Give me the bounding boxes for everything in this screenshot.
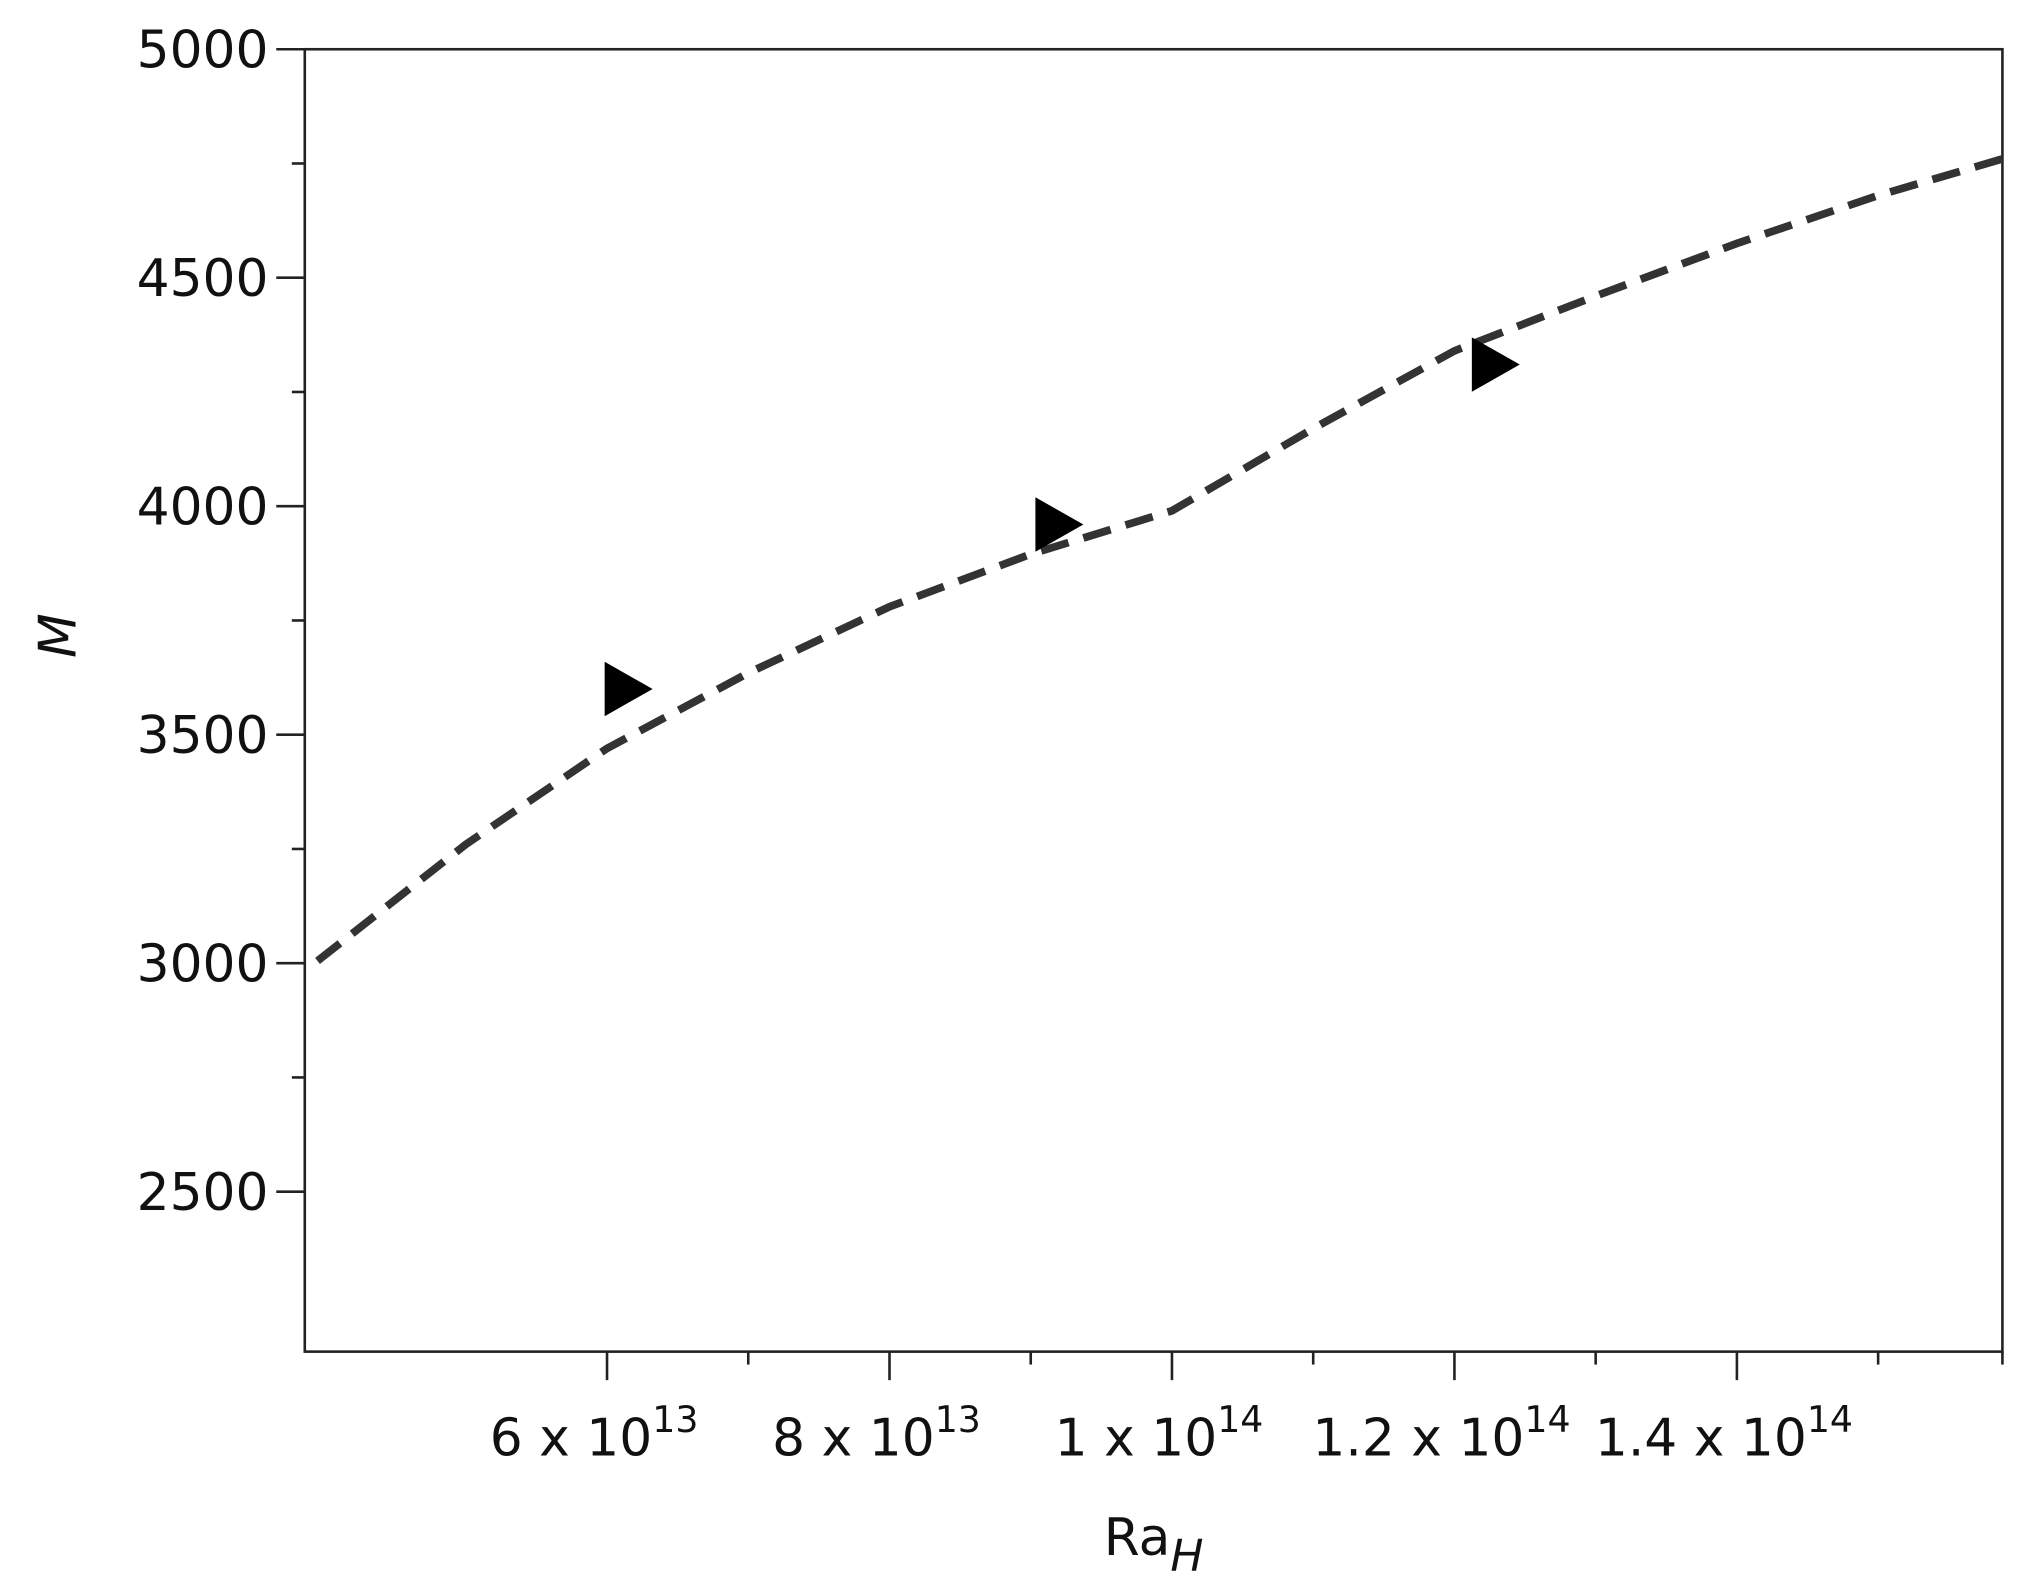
x-tick-label-base: 1.2 x 10 xyxy=(1312,1408,1524,1468)
x-tick-label-base: 6 x 10 xyxy=(490,1408,653,1468)
y-tick-label: 5000 xyxy=(137,20,269,80)
x-tick-label-base: 1 x 10 xyxy=(1055,1408,1218,1468)
x-tick-label: 1 x 1014 xyxy=(1055,1398,1264,1468)
x-axis-label-base: Ra xyxy=(1104,1508,1171,1568)
y-tick-label: 4000 xyxy=(137,477,269,537)
x-tick-label: 8 x 1013 xyxy=(772,1398,981,1468)
x-tick-label-base: 1.4 x 10 xyxy=(1595,1408,1807,1468)
x-tick-label-exp: 14 xyxy=(1217,1398,1263,1441)
x-tick-label: 1.4 x 1014 xyxy=(1595,1398,1853,1468)
x-tick-label-exp: 14 xyxy=(1807,1398,1853,1441)
x-axis-label: RaH xyxy=(1104,1508,1204,1581)
data-point xyxy=(1035,497,1084,552)
plot-frame xyxy=(303,47,2004,1353)
y-tick-label: 3500 xyxy=(137,706,269,766)
x-tick-label-exp: 14 xyxy=(1524,1398,1570,1441)
y-axis-label: M xyxy=(28,613,88,658)
data-point xyxy=(1471,337,1520,392)
fit-line xyxy=(315,155,2004,964)
x-tick-label-exp: 13 xyxy=(652,1398,698,1441)
x-axis-label-sub: H xyxy=(1170,1531,1203,1581)
x-tick-label-exp: 13 xyxy=(935,1398,981,1441)
x-tick-label: 1.2 x 1014 xyxy=(1312,1398,1570,1468)
y-tick-label: 2500 xyxy=(137,1163,269,1223)
y-tick-label: 3000 xyxy=(137,934,269,994)
data-point xyxy=(604,661,653,717)
x-tick-label-base: 8 x 10 xyxy=(772,1408,935,1468)
y-tick-label: 4500 xyxy=(137,249,269,309)
x-tick-label: 6 x 1013 xyxy=(490,1398,699,1468)
